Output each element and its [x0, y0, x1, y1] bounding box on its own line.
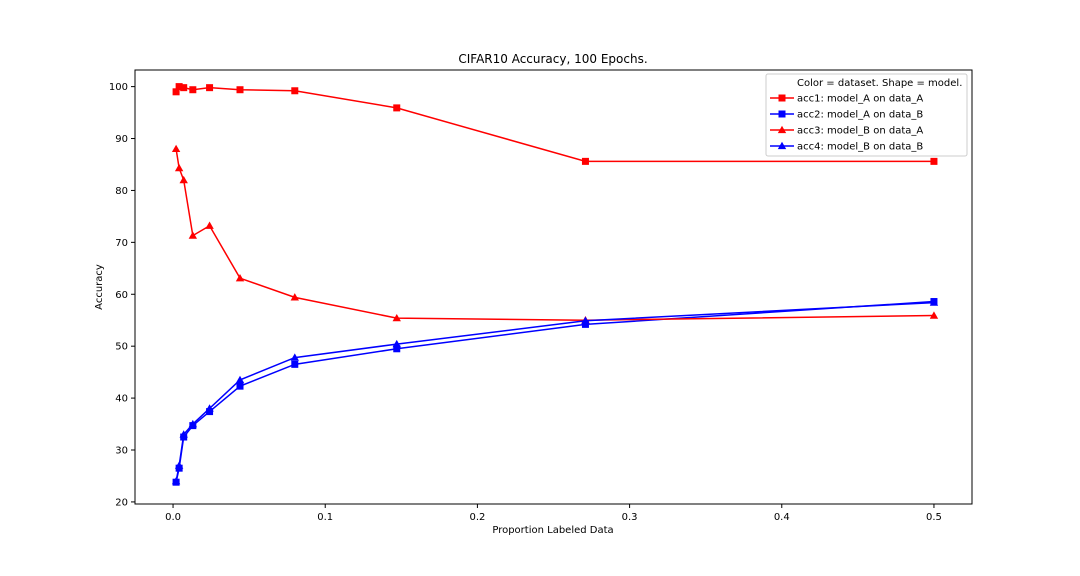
series-4-point: [290, 353, 299, 361]
series-3: [171, 144, 939, 324]
series-3-line: [175, 148, 934, 321]
series-1-point: [581, 157, 589, 165]
series-4-line: [175, 301, 934, 482]
plot-area: [171, 83, 939, 486]
series-2-point: [236, 382, 244, 390]
plot-frame: [134, 69, 973, 505]
axes: 0.0 0.1 0.2 0.3 0.4 0.5 20 30 40 50 60 70 80 90 100: [109, 69, 973, 523]
series-2-point: [393, 345, 401, 353]
y-tick-label: 90: [115, 134, 128, 145]
y-tick-label: 20: [115, 497, 128, 508]
series-2-point: [581, 320, 589, 328]
legend-marker-2: [778, 110, 786, 118]
series-1-point: [180, 84, 188, 92]
legend-marker-3: [777, 125, 787, 134]
series-1-point: [291, 87, 299, 95]
series-2: [172, 298, 938, 486]
series-1-point: [930, 157, 938, 165]
series-4-point: [188, 419, 198, 428]
series-1-point: [236, 86, 244, 94]
x-axis-label: Proportion Labeled Data: [492, 525, 613, 536]
series-2-point: [291, 360, 299, 368]
legend: Color = dataset. Shape = model. acc1: mo…: [765, 73, 968, 157]
x-tick-label: 0.3: [622, 512, 638, 523]
series-3-point: [392, 313, 401, 322]
chart-title: CIFAR10 Accuracy, 100 Epochs.: [458, 52, 647, 66]
x-tick-label: 0.4: [774, 512, 790, 523]
y-tick-label: 30: [115, 446, 128, 457]
series-4-point: [581, 316, 590, 324]
x-tick-label: 0.2: [469, 512, 485, 523]
x-tick-label: 0.1: [317, 512, 333, 523]
legend-title: Color = dataset. Shape = model.: [797, 78, 962, 89]
series-4-point: [179, 430, 188, 438]
series-1-point: [189, 86, 197, 94]
series-1-point: [393, 104, 401, 112]
series-1-point: [175, 83, 183, 91]
legend-marker-1: [778, 94, 786, 102]
y-tick-label: 50: [115, 342, 128, 353]
legend-box: [765, 73, 968, 157]
series-4-point: [929, 298, 939, 306]
y-tick-label: 70: [115, 238, 128, 249]
series-1-point: [206, 84, 214, 92]
series-3-point: [929, 311, 939, 319]
legend-label-3: acc3: model_B on data_A: [797, 126, 923, 137]
series-4-point: [174, 461, 184, 469]
series-3-point: [171, 144, 181, 153]
y-tick-label: 60: [115, 290, 128, 301]
series-3-point: [179, 175, 188, 184]
series-1-point: [172, 88, 180, 96]
series-4-point: [205, 404, 214, 412]
series-4: [171, 298, 939, 485]
series-3-point: [174, 163, 184, 172]
y-axis-label: Accuracy: [94, 264, 105, 310]
y-tick-label: 100: [109, 82, 128, 93]
legend-label-1: acc1: model_A on data_A: [797, 94, 923, 105]
series-1: [172, 83, 938, 165]
series-4-point: [171, 476, 181, 485]
legend-label-4: acc4: model_B on data_B: [797, 142, 923, 153]
legend-label-2: acc2: model_A on data_B: [797, 110, 923, 121]
series-3-point: [235, 273, 245, 282]
series-2-line: [175, 300, 935, 483]
y-tick-label: 80: [115, 186, 128, 197]
x-tick-label: 0.0: [165, 512, 181, 523]
x-tick-label: 0.5: [926, 512, 942, 523]
series-4-point: [235, 375, 245, 384]
series-4-point: [392, 339, 401, 348]
series-3-point: [205, 221, 214, 229]
legend-marker-4: [777, 141, 787, 150]
series-3-point: [290, 293, 299, 301]
series-3-point: [188, 231, 198, 239]
y-tick-label: 40: [115, 394, 128, 405]
